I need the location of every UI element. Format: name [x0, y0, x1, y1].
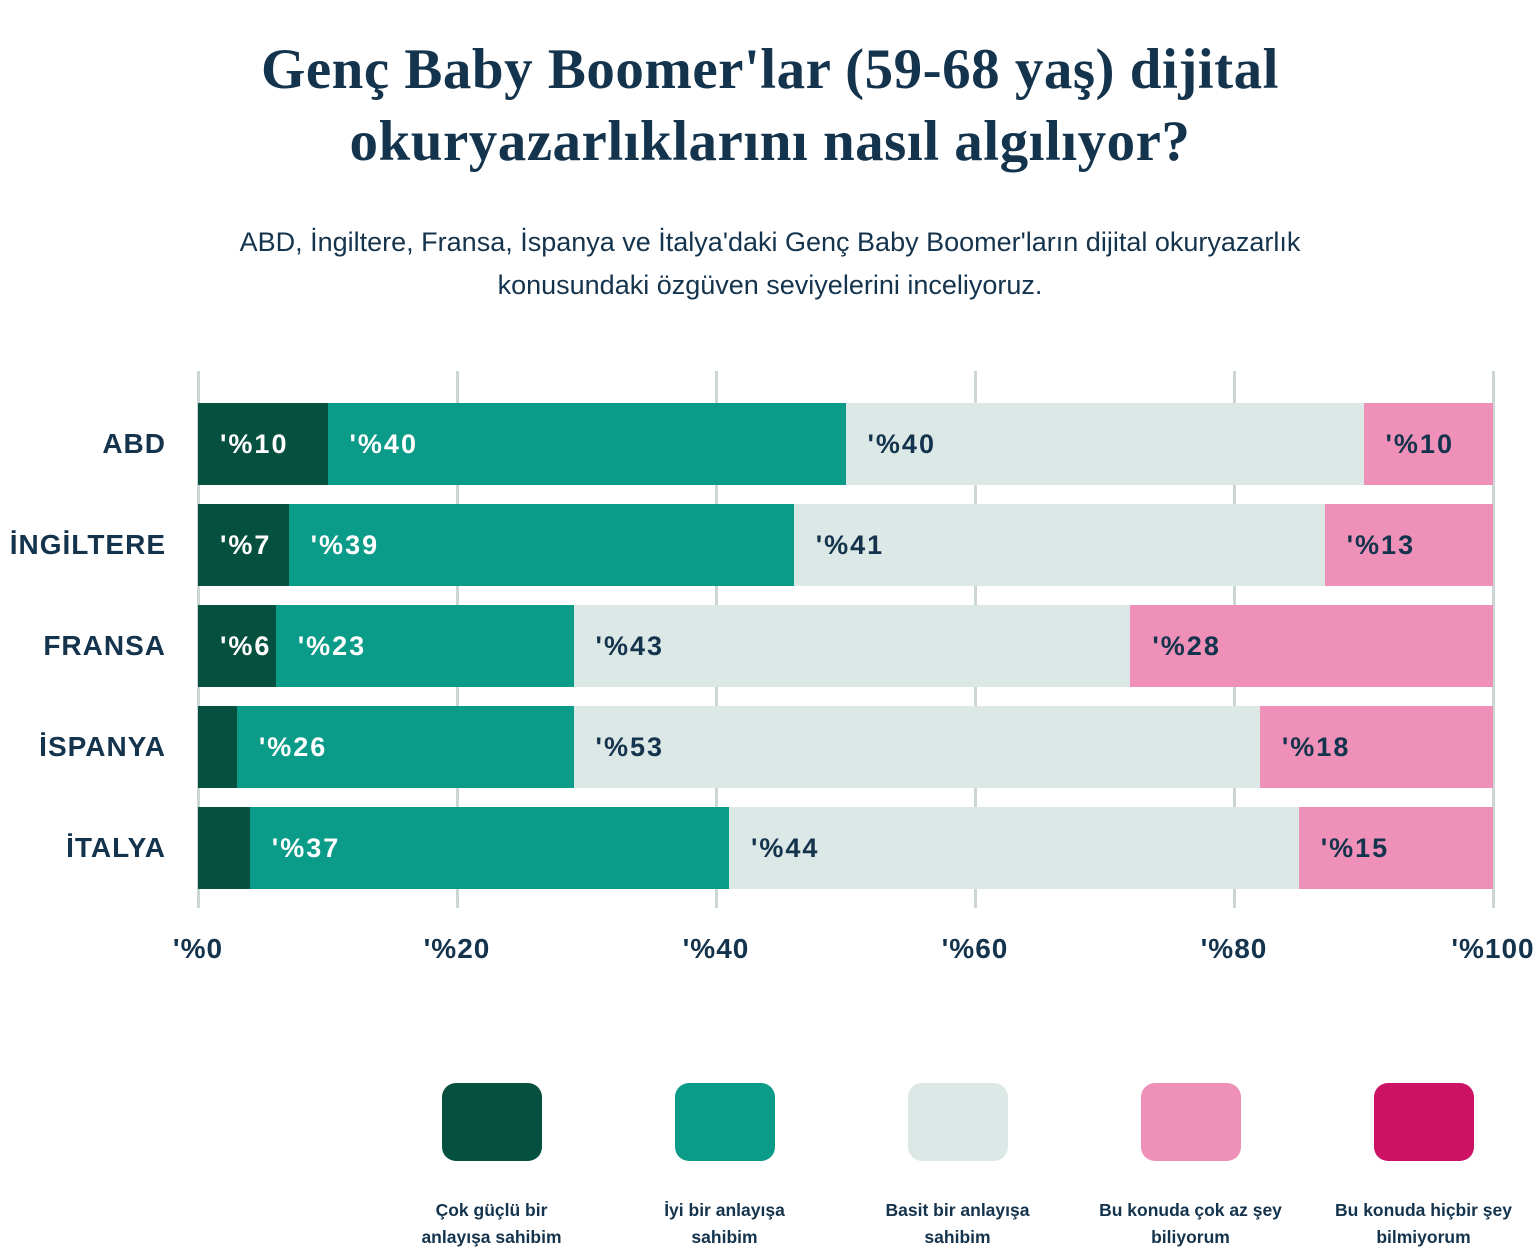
legend-swatch [441, 1083, 542, 1162]
bar-segment: '%15 [1298, 807, 1493, 890]
segment-value-label: '%10 [1385, 428, 1454, 459]
bar-row: İSPANYA '%26 '%53 '%18 [0, 706, 1540, 789]
bar-segment: '%44 [728, 807, 1299, 890]
legend-swatch [674, 1083, 775, 1162]
bar-segment: '%13 [1324, 504, 1493, 587]
row-label: ABD [102, 428, 166, 460]
x-axis-tick: '%80 [1200, 933, 1268, 965]
legend-label: Basit bir anlayışa sahibim [885, 1200, 1030, 1248]
legend-swatch [907, 1083, 1008, 1162]
bar-segment: '%10 [198, 403, 328, 486]
bar-segment: '%7 [198, 504, 289, 587]
row-label: FRANSA [43, 630, 166, 662]
bar-track: '%6 '%23 '%43 '%28 [198, 605, 1493, 688]
segment-value-label: '%39 [310, 529, 380, 560]
legend-swatch [1140, 1083, 1241, 1162]
x-axis-tick: '%60 [941, 933, 1009, 965]
bar-track: '%10 '%40 '%40 '%10 [198, 403, 1493, 486]
bar-row: ABD '%10 '%40 '%40 '%10 [0, 403, 1540, 486]
x-axis-tick: '%40 [682, 933, 750, 965]
bar-segment: '%41 [793, 504, 1325, 587]
bar-segment: '%53 [573, 706, 1260, 789]
legend-label: Bu konuda çok az şey biliyorum [1099, 1200, 1282, 1248]
segment-value-label: '%28 [1152, 630, 1221, 661]
row-label: İNGİLTERE [9, 529, 166, 561]
stacked-bar-chart: ABD '%10 '%40 '%40 '%10 İNGİLTERE '%7 '%39 '%41 '… [0, 371, 1540, 983]
segment-value-label: '%15 [1320, 832, 1390, 863]
bar-track: '%26 '%53 '%18 [198, 706, 1493, 789]
segment-value-label: '%10 [220, 428, 289, 459]
segment-value-label: '%13 [1346, 529, 1416, 560]
bar-segment: '%37 [249, 807, 729, 890]
legend: Çok güçlü bir anlayışa sahibim İyi bir an… [375, 1083, 1540, 1251]
bar-segment: '%26 [236, 706, 574, 789]
segment-value-label: '%40 [867, 428, 936, 459]
legend-swatch [1373, 1083, 1474, 1162]
legend-label: İyi bir anlayışa sahibim [664, 1200, 785, 1248]
gridline [1491, 371, 1495, 909]
bar-row: İNGİLTERE '%7 '%39 '%41 '%13 [0, 504, 1540, 587]
legend-label: Çok güçlü bir anlayışa sahibim [421, 1200, 562, 1248]
segment-value-label: '%53 [595, 731, 664, 762]
x-axis-tick: '%0 [172, 933, 224, 965]
row-label: İSPANYA [39, 731, 166, 763]
segment-value-label: '%44 [750, 832, 820, 863]
page-subtitle: ABD, İngiltere, Fransa, İspanya ve İtaly… [239, 226, 1301, 300]
legend-item: Çok güçlü bir anlayışa sahibim [375, 1083, 608, 1251]
segment-value-label: '%26 [258, 731, 328, 762]
bar-segment: '%10 [1363, 403, 1493, 486]
bar-segment [198, 706, 237, 789]
x-axis-tick: '%20 [423, 933, 491, 965]
bar-row: İTALYA '%37 '%44 '%15 [0, 807, 1540, 890]
segment-value-label: '%6 [220, 630, 272, 661]
segment-value-label: '%7 [220, 529, 272, 560]
row-label: İTALYA [66, 832, 166, 864]
legend-label: Bu konuda hiçbir şey bilmiyorum [1335, 1200, 1512, 1248]
legend-item: Basit bir anlayışa sahibim [841, 1083, 1074, 1251]
x-axis-tick: '%100 [1451, 933, 1535, 965]
bar-segment [198, 807, 250, 890]
segment-value-label: '%23 [297, 630, 367, 661]
segment-value-label: '%18 [1281, 731, 1351, 762]
bar-segment: '%40 [327, 403, 846, 486]
legend-item: İyi bir anlayışa sahibim [608, 1083, 841, 1251]
bar-row: FRANSA '%6 '%23 '%43 '%28 [0, 605, 1540, 688]
legend-item: Bu konuda hiçbir şey bilmiyorum [1307, 1083, 1540, 1251]
bar-segment: '%18 [1259, 706, 1493, 789]
bar-track: '%7 '%39 '%41 '%13 [198, 504, 1493, 587]
bar-segment: '%28 [1130, 605, 1493, 688]
bar-segment: '%40 [845, 403, 1364, 486]
bar-segment: '%6 [198, 605, 276, 688]
legend-item: Bu konuda çok az şey biliyorum [1074, 1083, 1307, 1251]
page-title: Genç Baby Boomer'lar (59-68 yaş) dijital… [261, 38, 1279, 174]
bar-segment: '%23 [275, 605, 574, 688]
infographic-page: Genç Baby Boomer'lar (59-68 yaş) dijital… [0, 34, 1540, 1247]
bar-segment: '%43 [573, 605, 1131, 688]
bar-segment: '%39 [288, 504, 794, 587]
segment-value-label: '%40 [349, 428, 418, 459]
segment-value-label: '%37 [271, 832, 341, 863]
bar-track: '%37 '%44 '%15 [198, 807, 1493, 890]
segment-value-label: '%41 [815, 529, 885, 560]
segment-value-label: '%43 [595, 630, 664, 661]
